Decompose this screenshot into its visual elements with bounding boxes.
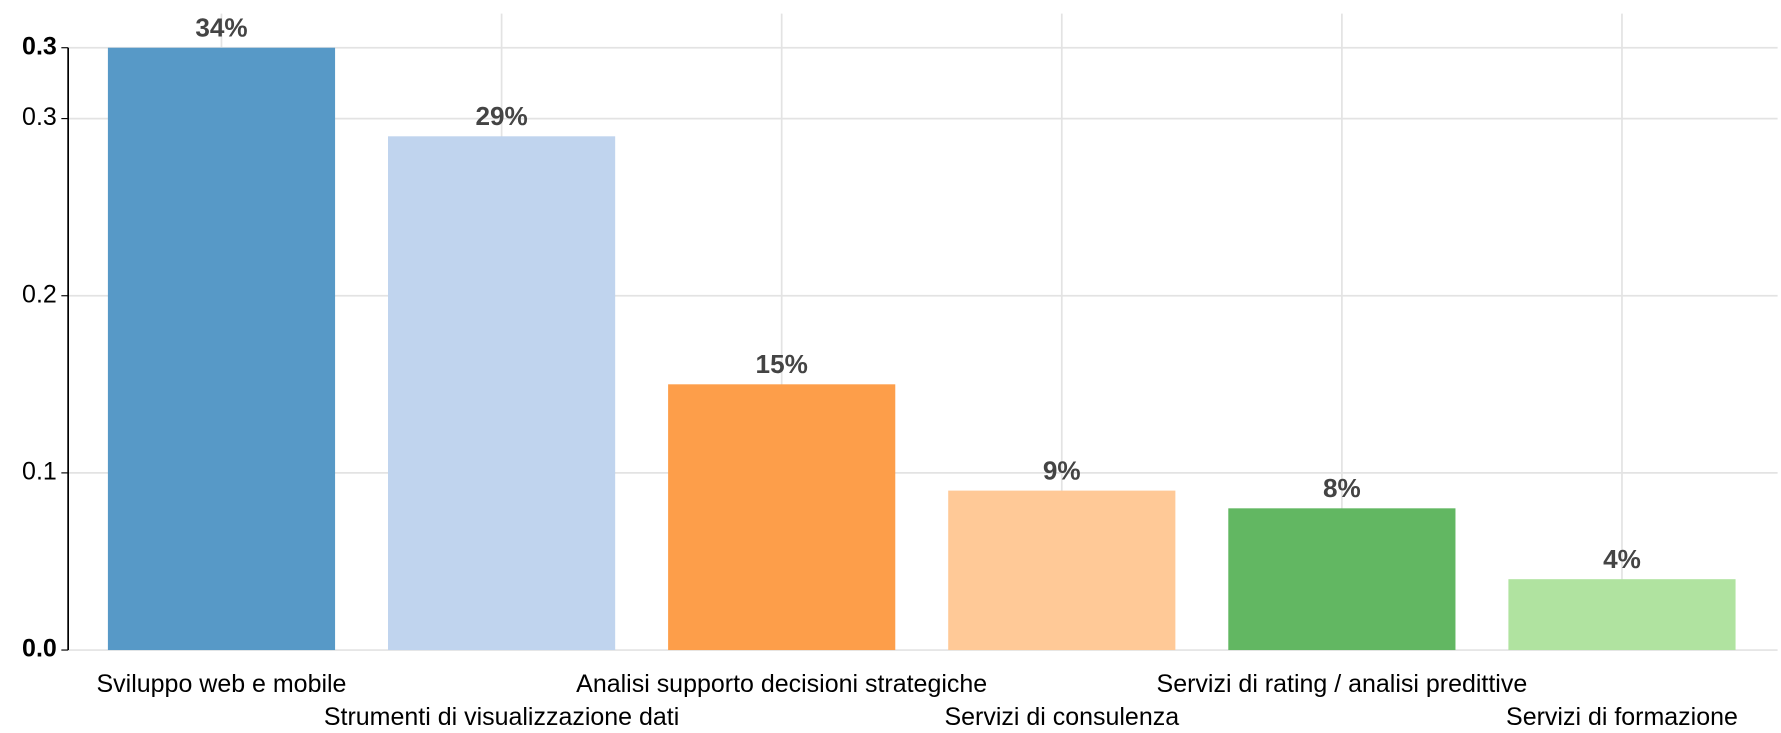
- y-tick-label: 0.2: [22, 280, 57, 308]
- x-tick-label: Servizi di rating / analisi predittive: [1157, 670, 1528, 698]
- bar: [107, 47, 336, 651]
- y-tick-label: 0.1: [22, 457, 57, 485]
- x-tick-label: Strumenti di visualizzazione dati: [324, 703, 679, 731]
- x-tick-label: Servizi di formazione: [1506, 703, 1738, 731]
- bar: [1508, 579, 1736, 651]
- x-tick-label: Sviluppo web e mobile: [97, 670, 347, 698]
- bar: [388, 136, 616, 651]
- bar: [948, 490, 1176, 651]
- value-label: 8%: [1323, 473, 1361, 503]
- x-tick-label: Servizi di consulenza: [944, 703, 1179, 731]
- value-label: 9%: [1043, 455, 1081, 485]
- y-tick-label: 0.3: [22, 32, 57, 60]
- value-label: 34%: [195, 12, 247, 42]
- value-label: 4%: [1603, 544, 1641, 574]
- y-tick-label: 0.3: [22, 103, 57, 131]
- y-tick-label: 0.0: [22, 635, 57, 663]
- bar: [1228, 508, 1456, 651]
- x-tick-label: Analisi supporto decisioni strategiche: [576, 670, 987, 698]
- value-label: 15%: [756, 349, 808, 379]
- value-label: 29%: [475, 101, 527, 131]
- bar: [668, 384, 896, 651]
